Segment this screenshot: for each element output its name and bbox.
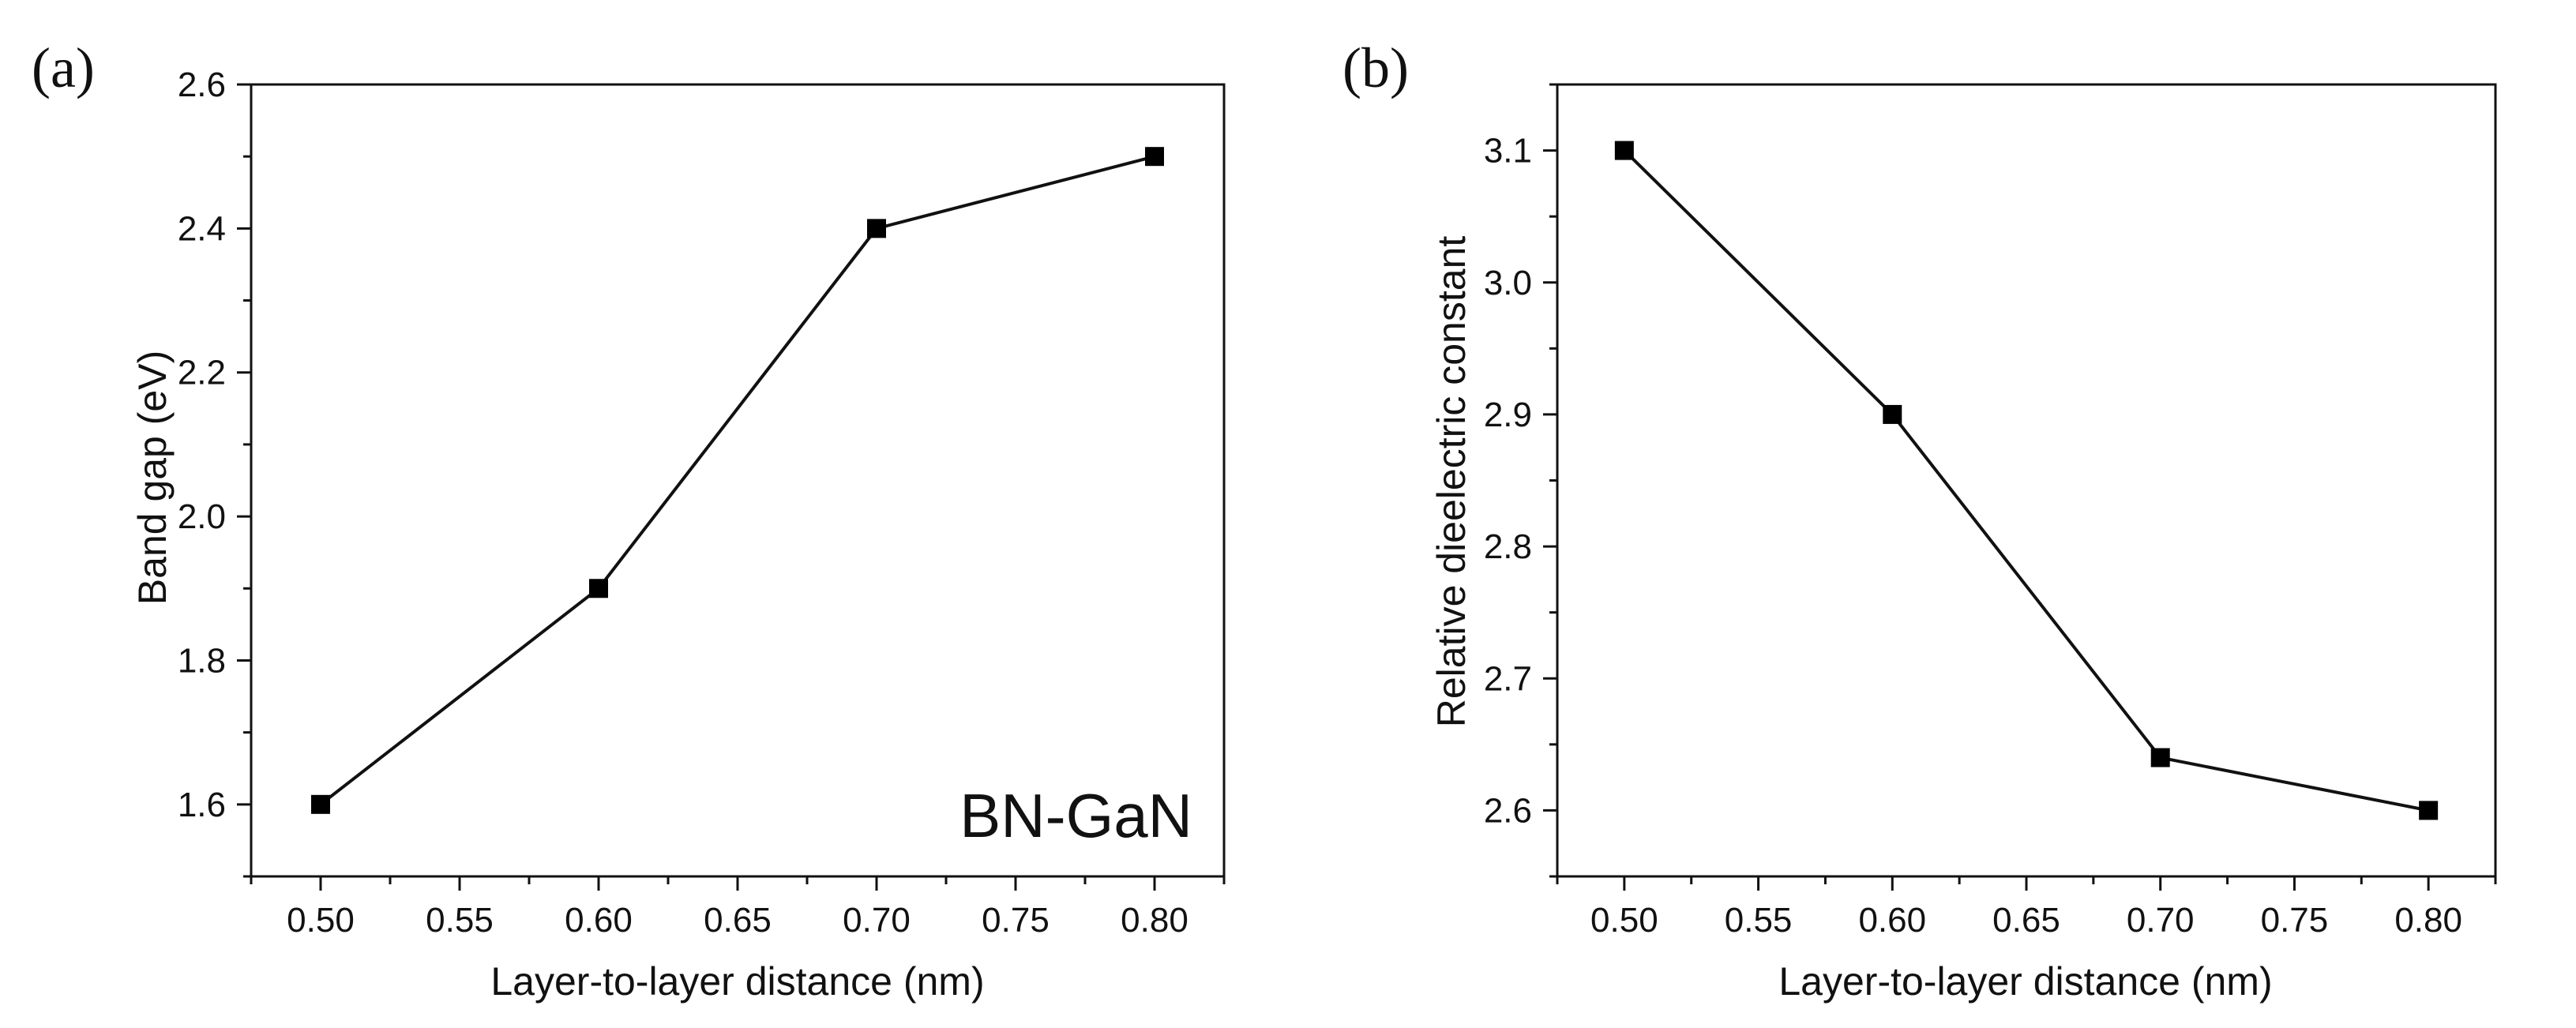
y-tick-label: 2.2 — [178, 354, 226, 392]
x-tick-label: 0.65 — [704, 901, 772, 940]
x-axis-title-b: Layer-to-layer distance (nm) — [1778, 959, 2272, 1004]
data-point-marker — [1145, 147, 1164, 167]
chart-panel-a: (a) Band gap (eV) Layer-to-layer distanc… — [32, 36, 1226, 1004]
x-tick-label: 0.50 — [287, 901, 355, 940]
x-tick-label: 0.80 — [2394, 901, 2462, 940]
data-point-marker — [1883, 404, 1902, 424]
annotation-bn-gan: BN-GaN — [959, 781, 1192, 850]
series-a — [311, 147, 1164, 814]
data-point-marker — [2150, 748, 2170, 767]
y-tick-label: 2.6 — [178, 66, 226, 104]
x-tick-label: 0.55 — [426, 901, 494, 940]
data-point-marker — [311, 794, 330, 814]
y-tick-label: 2.8 — [1484, 527, 1532, 566]
x-tick-label: 0.65 — [1992, 901, 2060, 940]
y-axis-title-a: Band gap (eV) — [130, 351, 175, 605]
x-tick-label: 0.60 — [1858, 901, 1926, 940]
y-ticks-b: 2.6 2.7 2.8 2.9 3.0 3.1 — [1484, 83, 1557, 878]
x-tick-label: 0.50 — [1590, 901, 1658, 940]
y-tick-label: 3.0 — [1484, 264, 1532, 302]
series-b — [1614, 141, 2439, 820]
x-tick-label: 0.70 — [843, 901, 911, 940]
data-point-marker — [867, 219, 886, 238]
data-point-marker — [2419, 801, 2439, 820]
series-line-a — [319, 155, 1155, 806]
series-line-b — [1623, 149, 2429, 812]
data-point-marker — [1614, 141, 1634, 160]
panel-label-b: (b) — [1342, 36, 1409, 99]
y-tick-label: 2.4 — [178, 209, 226, 248]
y-tick-label: 2.9 — [1484, 396, 1532, 434]
data-point-marker — [589, 579, 608, 598]
plot-frame-b — [1556, 83, 2497, 878]
x-axis-title-a: Layer-to-layer distance (nm) — [490, 959, 984, 1004]
y-tick-label: 1.6 — [178, 786, 226, 824]
y-tick-label: 1.8 — [178, 641, 226, 680]
plot-frame-a — [250, 83, 1226, 878]
x-tick-label: 0.70 — [2127, 901, 2195, 940]
x-tick-label: 0.55 — [1725, 901, 1793, 940]
x-tick-label: 0.80 — [1121, 901, 1188, 940]
chart-panel-b: (b) Relative dieelectric constant Layer-… — [1342, 36, 2497, 1004]
x-tick-label: 0.75 — [2261, 901, 2329, 940]
y-tick-label: 2.7 — [1484, 659, 1532, 698]
x-ticks-a: 0.50 0.55 0.60 0.65 0.70 0.75 0.80 — [250, 876, 1226, 940]
y-ticks-a: 1.6 1.8 2.0 2.2 2.4 2.6 — [178, 66, 251, 878]
x-tick-label: 0.60 — [565, 901, 633, 940]
x-ticks-b: 0.50 0.55 0.60 0.65 0.70 0.75 0.80 — [1556, 876, 2497, 940]
y-tick-label: 3.1 — [1484, 132, 1532, 171]
y-tick-label: 2.0 — [178, 497, 226, 536]
y-axis-title-b: Relative dieelectric constant — [1429, 236, 1474, 728]
x-tick-label: 0.75 — [982, 901, 1050, 940]
y-tick-label: 2.6 — [1484, 791, 1532, 830]
panel-label-a: (a) — [32, 36, 95, 99]
